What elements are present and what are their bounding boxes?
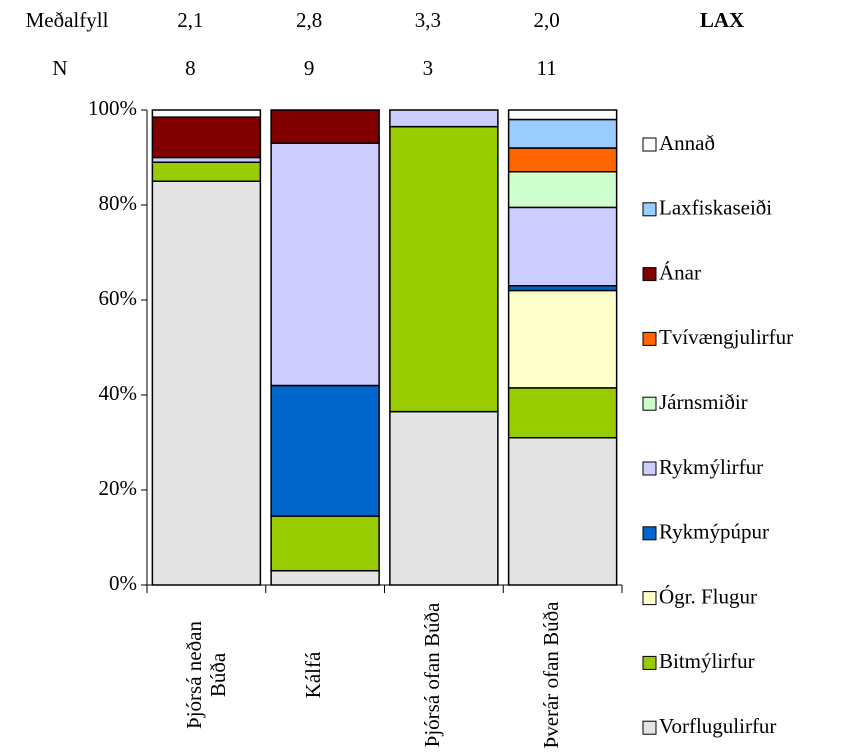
y-tick-label: 20% xyxy=(99,476,138,500)
bar-segment xyxy=(270,384,380,517)
legend-swatch xyxy=(642,461,657,476)
x-tick-label: Þverár ofan Búða xyxy=(538,601,563,749)
legend-swatch xyxy=(642,526,657,541)
legend-label: Rykmýpúpur xyxy=(659,520,769,544)
stat-value: 9 xyxy=(304,56,315,80)
bar-segment xyxy=(389,125,499,413)
legend-swatch xyxy=(642,267,657,282)
bar-segment xyxy=(389,410,499,586)
stat-value: 2,1 xyxy=(177,8,203,32)
legend-label: Vorflugulirfur xyxy=(659,714,776,738)
legend-label: Laxfiskaseiði xyxy=(659,196,772,220)
x-tick-label: Kálfá xyxy=(301,651,326,699)
bar-segment xyxy=(507,387,618,439)
bar-segment xyxy=(507,147,618,173)
legend-swatch xyxy=(642,655,657,670)
legend-label: Ógr. Flugur xyxy=(659,584,757,608)
bar-segment xyxy=(270,515,380,572)
bar-segment xyxy=(507,437,618,586)
bar-segment xyxy=(270,570,380,586)
annotation: LAX xyxy=(700,8,744,32)
stat-value: 3,3 xyxy=(415,8,441,32)
legend-swatch xyxy=(642,202,657,217)
bar-segment xyxy=(151,116,262,159)
x-tick-label: Þjórsá ofan Búða xyxy=(419,602,444,748)
legend-label: Ánar xyxy=(659,260,701,284)
bar-segment xyxy=(389,109,499,128)
y-tick-label: 80% xyxy=(99,191,138,215)
legend-label: Bitmýlirfur xyxy=(659,649,755,673)
legend-swatch xyxy=(642,137,657,152)
legend-label: Járnsmiðir xyxy=(659,390,748,414)
stat-label: N xyxy=(52,56,67,80)
stat-value: 2,0 xyxy=(534,8,560,32)
bar-segment xyxy=(270,142,380,387)
y-tick-label: 40% xyxy=(99,381,138,405)
bar-segment xyxy=(507,289,618,389)
legend-label: Annað xyxy=(659,131,715,155)
bar-segment xyxy=(151,180,262,586)
legend-swatch xyxy=(642,331,657,346)
y-tick-label: 60% xyxy=(99,286,138,310)
bar-segment xyxy=(507,109,618,121)
legend-swatch xyxy=(642,591,657,606)
stat-value: 3 xyxy=(423,56,434,80)
x-tick-label: Þjórsá neðan Búða xyxy=(182,621,231,729)
legend-swatch xyxy=(642,396,657,411)
bar-segment xyxy=(507,118,618,149)
y-tick-label: 0% xyxy=(109,571,137,595)
stat-value: 8 xyxy=(185,56,196,80)
bar-segment xyxy=(151,109,262,118)
bar-segment xyxy=(151,161,262,182)
y-tick-label: 100% xyxy=(88,96,137,120)
legend-label: Rykmýlirfur xyxy=(659,455,763,479)
legend-label: Tvívængjulirfur xyxy=(659,325,793,349)
stat-value: 2,8 xyxy=(296,8,322,32)
bar-segment xyxy=(507,171,618,209)
stat-label: Meðalfyll xyxy=(26,8,109,32)
bar-segment xyxy=(507,206,618,287)
stat-value: 11 xyxy=(537,56,557,80)
legend-swatch xyxy=(642,720,657,735)
bar-segment xyxy=(270,109,380,144)
